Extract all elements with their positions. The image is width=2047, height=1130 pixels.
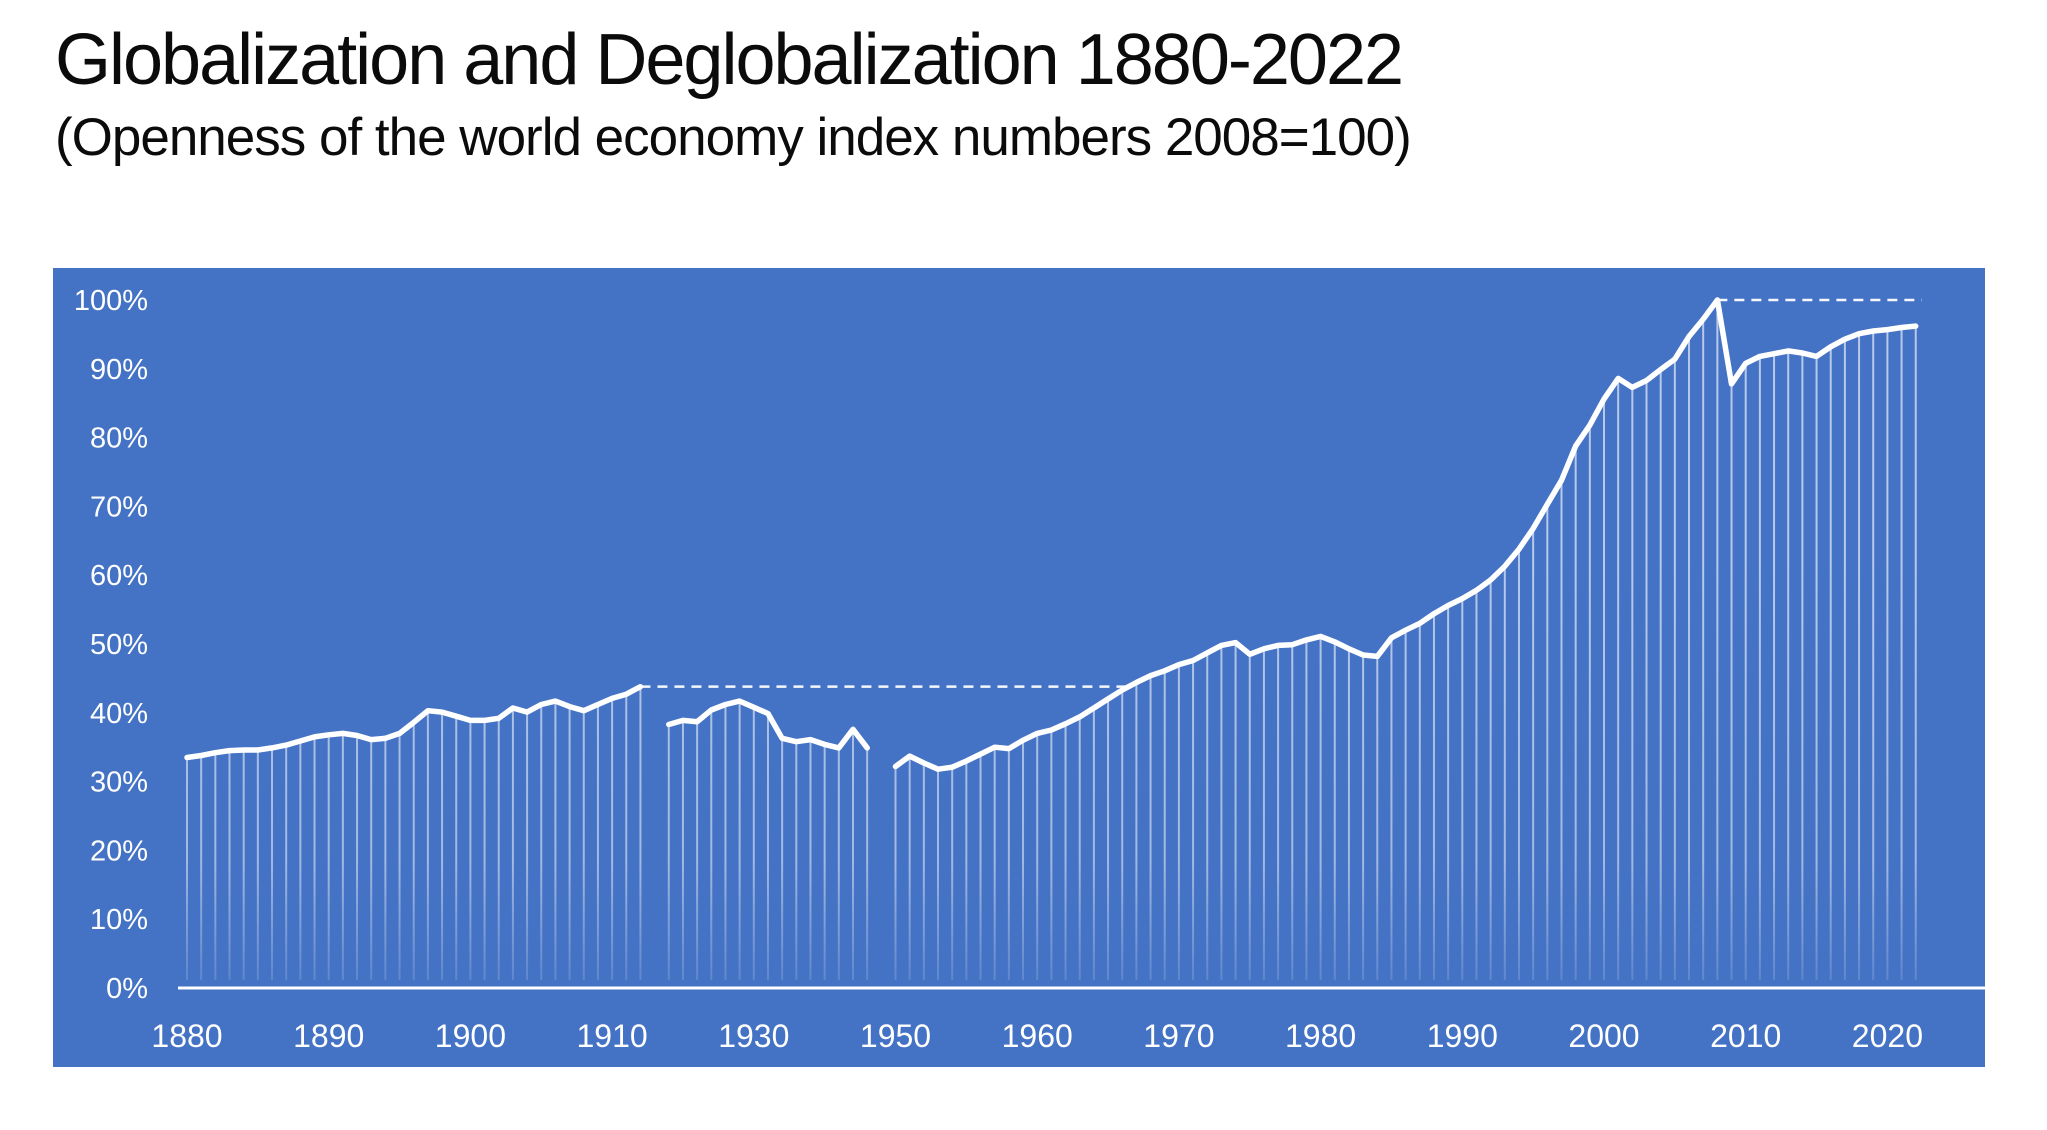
x-axis-label: 1950	[860, 1018, 931, 1054]
y-axis-label: 60%	[90, 560, 148, 592]
drop-line-stems	[186, 302, 1917, 980]
x-axis-label: 1900	[435, 1018, 506, 1054]
chart-panel: 100% 90% 80% 70% 60% 50% 40% 30% 20% 10% 0% 1880 189…	[53, 268, 1985, 1067]
x-axis-label: 1930	[718, 1018, 789, 1054]
x-axis-label: 1970	[1143, 1018, 1214, 1054]
openness-index-chart: 100% 90% 80% 70% 60% 50% 40% 30% 20% 10% 0%1880 189…	[74, 285, 1985, 1054]
y-axis-label: 50%	[90, 629, 148, 661]
x-axis-label: 1990	[1427, 1018, 1498, 1054]
y-axis-label: 80%	[90, 423, 148, 455]
page-subtitle: (Openness of the world economy index num…	[55, 108, 1412, 167]
x-axis-label: 2020	[1852, 1018, 1923, 1054]
y-axis-label: 0%	[106, 973, 148, 1005]
y-axis-label: 100%	[74, 285, 148, 317]
page-title: Globalization and Deglobalization 1880-2…	[55, 20, 1404, 100]
x-axis-label: 2000	[1568, 1018, 1639, 1054]
y-axis-label: 70%	[90, 491, 148, 523]
series-line-openness-index	[892, 297, 1919, 772]
x-axis-label: 2010	[1710, 1018, 1781, 1054]
series-line-openness-index	[184, 683, 644, 761]
x-axis-label: 1960	[1002, 1018, 1073, 1054]
y-axis-label: 30%	[90, 767, 148, 799]
y-axis-label: 10%	[90, 904, 148, 936]
series-line-openness-index	[666, 698, 870, 751]
y-axis-label: 90%	[90, 354, 148, 386]
y-axis-label: 40%	[90, 698, 148, 730]
x-axis-label: 1890	[293, 1018, 364, 1054]
x-axis-label: 1980	[1285, 1018, 1356, 1054]
x-axis-label: 1910	[577, 1018, 648, 1054]
slide-header: Globalization and Deglobalization 1880-2…	[55, 14, 1412, 170]
y-axis-label: 20%	[90, 835, 148, 867]
x-axis-label: 1880	[151, 1018, 222, 1054]
